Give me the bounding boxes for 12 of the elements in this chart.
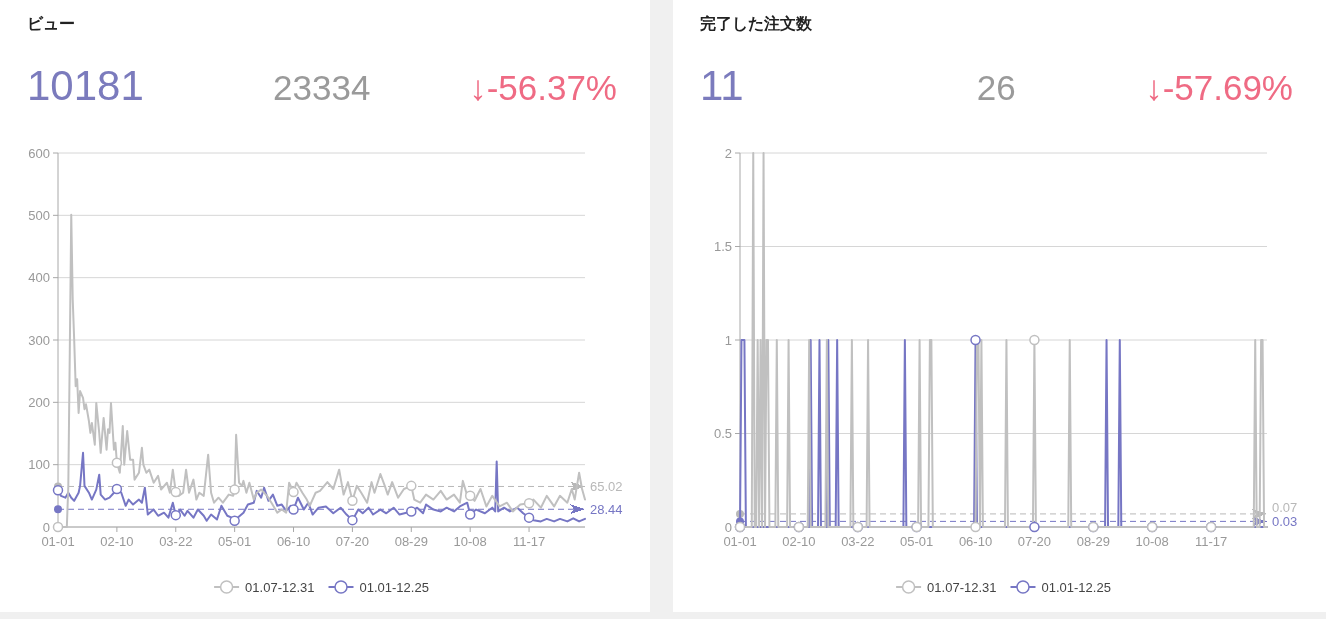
legend-label: 01.01-12.25 (1041, 579, 1111, 595)
annotation: 23334 (273, 68, 371, 107)
title: 完了した注文数 (700, 14, 812, 33)
annotation: 11 (700, 62, 744, 109)
annotation: 10181 (27, 62, 144, 109)
legend-label: 01.07-12.31 (927, 579, 997, 595)
annotation: ↓-57.69% (1145, 68, 1293, 107)
title: ビュー (27, 14, 75, 33)
legend-label: 01.07-12.31 (245, 579, 315, 595)
legend-label: 01.01-12.25 (359, 579, 429, 595)
annotation: ↓-56.37% (469, 68, 617, 107)
annotation: 26 (976, 68, 1016, 107)
